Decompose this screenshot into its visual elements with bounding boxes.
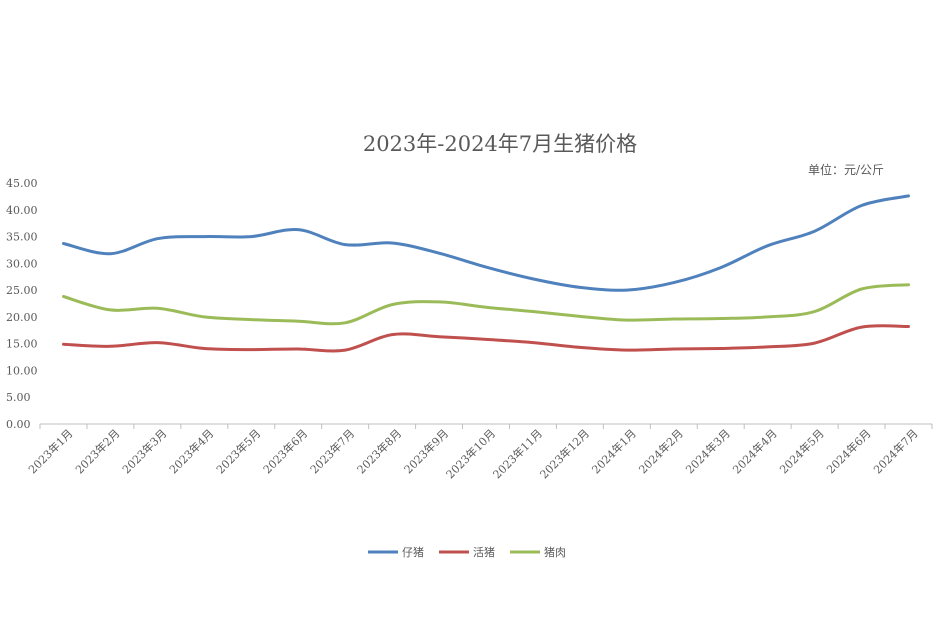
x-tick-label: 2023年9月 [401,426,451,476]
x-axis: 2023年1月2023年2月2023年3月2023年4月2023年5月2023年… [25,423,933,481]
y-tick-label: 15.00 [6,338,38,351]
x-tick-label: 2023年3月 [119,426,169,476]
x-tick-label: 2024年1月 [589,426,639,476]
series-line-1 [62,324,910,353]
x-tick-label: 2023年8月 [354,426,404,476]
unit-label: 单位：元/公斤 [808,162,884,177]
x-tick-label: 2024年3月 [683,426,733,476]
x-tick-label: 2023年2月 [72,426,122,476]
x-tick-label: 2023年11月 [490,426,545,481]
x-tick-label: 2024年7月 [870,426,920,476]
x-tick-label: 2023年1月 [25,426,75,476]
chart-title: 2023年-2024年7月生猪价格 [363,132,637,156]
legend-item-0: 仔猪 [368,546,424,559]
series-line-0 [62,194,910,292]
y-tick-label: 35.00 [6,231,38,244]
x-tick-label: 2023年7月 [307,426,357,476]
x-tick-label: 2024年2月 [636,426,686,476]
legend-label: 活猪 [473,546,495,559]
y-tick-label: 5.00 [6,391,31,404]
y-tick-label: 25.00 [6,284,38,297]
x-tick-label: 2023年4月 [166,426,216,476]
x-tick-label: 2024年5月 [777,426,827,476]
legend: 仔猪 活猪 猪肉 [368,546,566,559]
x-tick-label: 2024年6月 [823,426,873,476]
legend-label: 猪肉 [544,546,566,559]
x-tick-label: 2023年12月 [537,426,592,481]
series-group [62,194,910,353]
y-tick-label: 30.00 [6,257,38,270]
y-tick-label: 40.00 [6,204,38,217]
legend-item-1: 活猪 [439,546,495,559]
x-tick-label: 2023年5月 [213,426,263,476]
y-axis: 0.00 5.00 10.00 15.00 20.00 25.00 30.00 35.00 40… [6,177,38,431]
y-tick-label: 10.00 [6,364,38,377]
y-tick-label: 45.00 [6,177,38,190]
y-tick-label: 0.00 [6,418,31,431]
legend-item-2: 猪肉 [510,546,566,559]
legend-label: 仔猪 [402,546,424,559]
x-tick-label: 2024年4月 [730,426,780,476]
x-tick-label: 2023年6月 [260,426,310,476]
series-line-2 [62,283,910,326]
x-tick-label: 2023年10月 [443,426,498,481]
y-tick-label: 20.00 [6,311,38,324]
